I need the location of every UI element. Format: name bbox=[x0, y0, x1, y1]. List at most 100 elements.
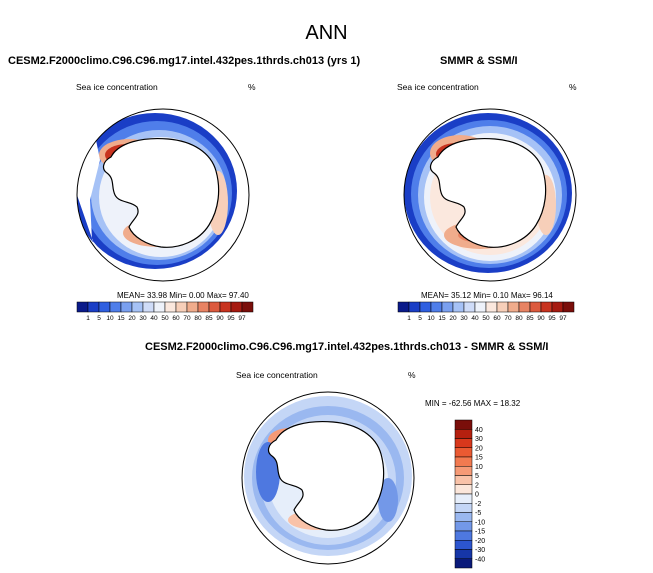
colorbar-panel-2: 1 5 10 15 20 30 40 50 60 70 80 85 90 95 97 bbox=[397, 301, 575, 322]
colorbar-2-label: 40 bbox=[471, 315, 479, 322]
colorbar-1-swatch bbox=[175, 301, 188, 313]
colorbar-3-swatch bbox=[454, 429, 473, 439]
map-panel-3 bbox=[241, 391, 415, 565]
colorbar-1-swatch bbox=[142, 301, 155, 313]
colorbar-1-label: 15 bbox=[117, 315, 125, 322]
map-panel-1 bbox=[76, 108, 250, 282]
colorbar-2-swatch bbox=[507, 301, 520, 313]
colorbar-2-label: 50 bbox=[482, 315, 490, 322]
colorbar-1-label: 50 bbox=[161, 315, 169, 322]
colorbar-2-label: 1 bbox=[407, 315, 411, 322]
figure-title: ANN bbox=[305, 22, 348, 44]
colorbar-3-swatch bbox=[454, 521, 473, 532]
panel-3-title: CESM2.F2000climo.C96.C96.mg17.intel.432p… bbox=[145, 341, 549, 353]
panel-1-units: % bbox=[248, 82, 256, 92]
panel-2-units: % bbox=[569, 82, 577, 92]
colorbar-2-label: 80 bbox=[515, 315, 523, 322]
panel-2-title: SMMR & SSM/I bbox=[440, 55, 518, 67]
colorbar-1-swatch bbox=[186, 301, 199, 313]
colorbar-3-label: 0 bbox=[475, 492, 479, 499]
colorbar-1-swatch bbox=[120, 301, 133, 313]
colorbar-3-label: -30 bbox=[475, 547, 485, 554]
colorbar-3-swatch bbox=[454, 493, 473, 504]
colorbar-1-swatch bbox=[153, 301, 166, 313]
panel-2-stats: MEAN= 35.12 Min= 0.10 Max= 96.14 bbox=[421, 291, 553, 300]
colorbar-1-swatch bbox=[98, 301, 111, 313]
colorbar-3-label: 10 bbox=[475, 464, 483, 471]
colorbar-2-label: 5 bbox=[418, 315, 422, 322]
colorbar-1-swatch bbox=[219, 301, 232, 313]
colorbar-2-swatch bbox=[474, 301, 487, 313]
colorbar-1-swatch bbox=[208, 301, 221, 313]
panel-3-units: % bbox=[408, 370, 416, 380]
panel-3-stats: MIN = -62.56 MAX = 18.32 bbox=[425, 399, 521, 408]
colorbar-2-swatch bbox=[397, 301, 410, 313]
panel-1-stats: MEAN= 33.98 Min= 0.00 Max= 97.40 bbox=[117, 291, 249, 300]
colorbar-3-label: -20 bbox=[475, 538, 485, 545]
colorbar-3-label: 30 bbox=[475, 436, 483, 443]
colorbar-3-swatch bbox=[454, 475, 473, 485]
panel-1-variable: Sea ice concentration bbox=[76, 82, 158, 92]
colorbar-2-swatch bbox=[485, 301, 498, 313]
colorbar-3-label: -10 bbox=[475, 519, 485, 526]
colorbar-2-label: 97 bbox=[559, 315, 567, 322]
colorbar-1-label: 70 bbox=[183, 315, 191, 322]
colorbar-3-swatch bbox=[454, 438, 473, 448]
colorbar-2-swatch bbox=[452, 301, 465, 313]
colorbar-3-swatch bbox=[454, 512, 473, 522]
colorbar-1-label: 80 bbox=[194, 315, 202, 322]
colorbar-2-swatch bbox=[540, 301, 553, 313]
colorbar-1-label: 5 bbox=[97, 315, 101, 322]
colorbar-2-swatch bbox=[496, 301, 509, 313]
colorbar-1-swatch bbox=[164, 301, 177, 313]
panel-1-title: CESM2.F2000climo.C96.C96.mg17.intel.432p… bbox=[8, 55, 361, 67]
colorbar-2-swatch bbox=[408, 301, 421, 313]
colorbar-1-label: 20 bbox=[128, 315, 136, 322]
colorbar-3-swatch bbox=[454, 530, 473, 541]
colorbar-3-swatch bbox=[454, 466, 473, 476]
colorbar-3-swatch bbox=[454, 484, 473, 495]
colorbar-2-swatch bbox=[562, 301, 575, 313]
colorbar-3-swatch bbox=[454, 549, 473, 559]
colorbar-2-label: 30 bbox=[460, 315, 468, 322]
colorbar-2-label: 70 bbox=[504, 315, 512, 322]
panel-3-variable: Sea ice concentration bbox=[236, 370, 318, 380]
map-panel-2 bbox=[403, 108, 577, 282]
colorbar-2-swatch bbox=[430, 301, 443, 313]
colorbar-1-swatch bbox=[109, 301, 122, 313]
colorbar-2-swatch bbox=[529, 301, 542, 313]
colorbar-1-label: 85 bbox=[205, 315, 213, 322]
colorbar-1-label: 95 bbox=[227, 315, 235, 322]
colorbar-1-label: 1 bbox=[86, 315, 90, 322]
colorbar-2-swatch bbox=[419, 301, 432, 313]
colorbar-2-swatch bbox=[441, 301, 454, 313]
colorbar-1-swatch bbox=[230, 301, 243, 313]
colorbar-1-label: 97 bbox=[238, 315, 246, 322]
colorbar-2-label: 95 bbox=[548, 315, 556, 322]
colorbar-3-label: -2 bbox=[475, 501, 481, 508]
colorbar-2-swatch bbox=[518, 301, 531, 313]
colorbar-3-swatch bbox=[454, 558, 473, 569]
colorbar-3-label: -40 bbox=[475, 556, 485, 563]
panel-2-variable: Sea ice concentration bbox=[397, 82, 479, 92]
colorbar-2-swatch bbox=[463, 301, 476, 313]
colorbar-3-label: -5 bbox=[475, 510, 481, 517]
colorbar-panel-1: 1 5 10 15 20 30 40 50 60 70 80 85 90 95 97 bbox=[76, 301, 254, 322]
colorbar-1-swatch bbox=[131, 301, 144, 313]
colorbar-3-swatch bbox=[454, 419, 473, 430]
colorbar-2-label: 10 bbox=[427, 315, 435, 322]
colorbar-1-swatch bbox=[197, 301, 210, 313]
colorbar-3-label: -15 bbox=[475, 529, 485, 536]
colorbar-3-swatch bbox=[454, 503, 473, 513]
colorbar-1-swatch bbox=[87, 301, 100, 313]
colorbar-3-label: 2 bbox=[475, 482, 479, 489]
colorbar-3-label: 40 bbox=[475, 427, 483, 434]
colorbar-1-swatch bbox=[76, 301, 89, 313]
colorbar-1-label: 10 bbox=[106, 315, 114, 322]
colorbar-2-swatch bbox=[551, 301, 564, 313]
colorbar-3-label: 5 bbox=[475, 473, 479, 480]
colorbar-3-swatch bbox=[454, 540, 473, 550]
colorbar-3-label: 20 bbox=[475, 445, 483, 452]
